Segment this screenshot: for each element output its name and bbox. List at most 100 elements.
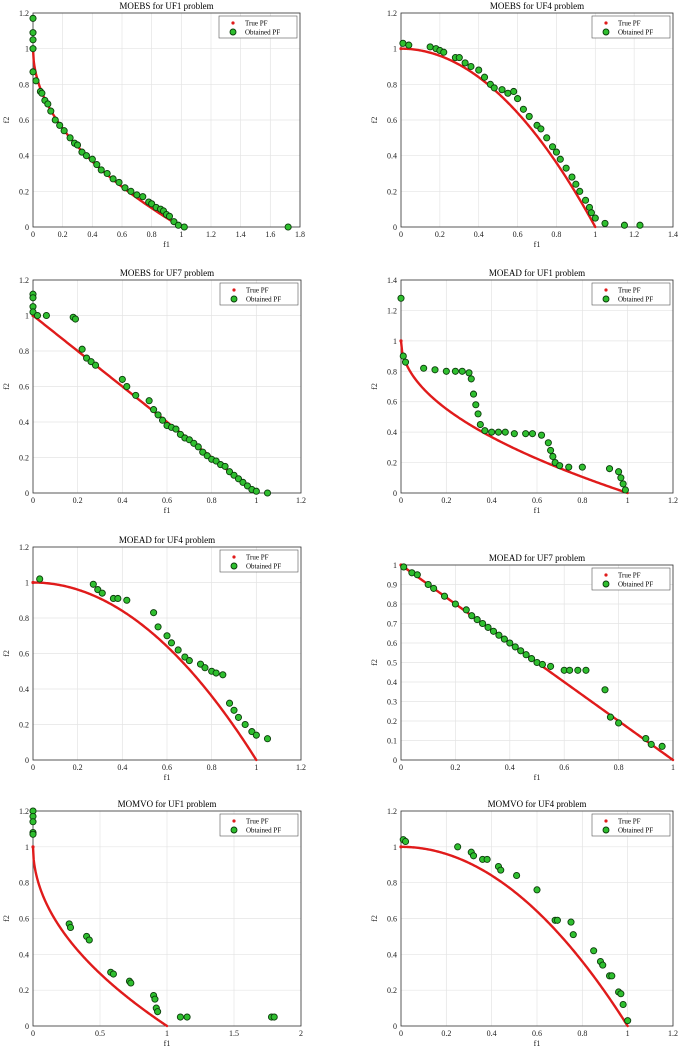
chart-panel-2: 0 0.2 0.4 0.6 0.8 1 1.2 1.4 0 0.2 0.4 0.6 0.8 1 1.2 MOE… (370, 1, 678, 249)
y-tick-label: 1.2 (387, 9, 397, 18)
x-tick-label: 1 (179, 230, 183, 239)
y-tick-label: 0.6 (387, 915, 397, 924)
obtained-pf-point (620, 221, 628, 229)
x-tick-label: 1 (254, 496, 258, 505)
legend-true-label: True PF (618, 287, 641, 295)
y-axis-label: f2 (2, 117, 11, 124)
obtained-pf-point (587, 209, 595, 217)
obtained-pf-point (497, 866, 505, 874)
x-tick-label: 0.2 (441, 1029, 451, 1038)
y-tick-label: 0.2 (387, 986, 397, 995)
obtained-pf-point (121, 184, 129, 192)
legend-obtained-marker (230, 562, 238, 570)
obtained-pf-point (451, 600, 459, 608)
legend-box (591, 15, 671, 39)
obtained-pf-point (479, 619, 487, 628)
obtained-pf-point (29, 818, 37, 826)
obtained-pf-point (167, 639, 176, 647)
obtained-pf-point (400, 563, 408, 571)
axes-frame (400, 279, 674, 494)
obtained-pf-point (475, 66, 483, 74)
chart-panel-6: 0 0.2 0.4 0.6 0.8 1 0 0.1 0.2 0.3 0.4 0.5 0.6 0.7 0.8 0… (370, 553, 675, 782)
y-tick-label: 1 (25, 45, 29, 54)
legend-obtained-marker (229, 28, 237, 36)
obtained-pf-point (29, 68, 37, 76)
y-tick-label: 0 (25, 1022, 29, 1031)
obtained-pf-point (480, 73, 489, 81)
y-tick-label: 0.2 (19, 986, 29, 995)
obtained-pf-point (501, 428, 509, 436)
obtained-pf-point (263, 489, 272, 497)
y-tick-label: 1.4 (387, 276, 397, 285)
true-pf-curve (399, 845, 629, 1028)
obtained-pf-point (89, 580, 97, 588)
obtained-pf-point (548, 143, 557, 151)
obtained-pf-point (221, 462, 229, 470)
x-tick-label: 0 (31, 230, 35, 239)
x-tick-label: 1.2 (296, 496, 306, 505)
obtained-pf-point (500, 635, 508, 643)
obtained-pf-point (109, 970, 117, 978)
obtained-pf-point (494, 428, 503, 436)
chart-title: MOEBS for UF4 problem (490, 1, 584, 11)
legend-true-marker (232, 819, 236, 823)
obtained-pf-point (642, 735, 650, 743)
obtained-pf-point (201, 664, 209, 672)
obtained-pf-point (619, 480, 627, 488)
y-tick-label: 0.2 (19, 721, 29, 730)
x-tick-label: 0.8 (577, 496, 587, 505)
y-tick-label: 0.4 (387, 428, 397, 437)
x-axis-label: f1 (534, 773, 541, 782)
y-tick-label: 0 (393, 223, 397, 232)
x-tick-label: 1 (626, 496, 630, 505)
legend-obtained-label: Obtained PF (618, 296, 653, 304)
y-tick-label: 1 (25, 579, 29, 588)
obtained-pf-point (566, 666, 574, 674)
obtained-pf-point (510, 87, 518, 96)
y-tick-label: 0.6 (19, 915, 29, 924)
legend-true-label: True PF (246, 818, 269, 826)
obtained-pf-point (426, 43, 434, 51)
obtained-pf-point (565, 463, 573, 471)
legend-box (591, 567, 671, 591)
axes-frame (400, 810, 674, 1027)
x-tick-label: 1.2 (296, 763, 306, 772)
obtained-pf-point (230, 706, 238, 714)
obtained-pf-point (127, 187, 135, 195)
x-tick-label: 1 (626, 1029, 630, 1038)
obtained-pf-point (115, 178, 123, 186)
obtained-pf-point (517, 647, 525, 655)
true-pf-curve (31, 47, 183, 229)
y-tick-label: 0.8 (19, 614, 29, 623)
legend-true-marker (232, 555, 236, 559)
obtained-pf-point (543, 134, 551, 142)
chart-panel-4: 0 0.2 0.4 0.6 0.8 1 1.2 0 0.2 0.4 0.6 0.8 1 1.2 1.4 MOE… (370, 268, 678, 515)
y-tick-label: 0.4 (19, 950, 29, 959)
obtained-pf-point (172, 425, 180, 433)
chart-title: MOEBS for UF7 problem (120, 268, 214, 278)
legend-true-marker (604, 819, 608, 823)
x-axis-label: f1 (163, 240, 170, 249)
true-pf-curve (399, 339, 629, 495)
x-tick-label: 1 (254, 763, 258, 772)
obtained-pf-point (123, 596, 131, 604)
legend-true-label: True PF (246, 554, 269, 562)
obtained-pf-point (401, 358, 410, 366)
obtained-pf-point (176, 1013, 184, 1021)
obtained-pf-point (483, 855, 491, 863)
obtained-pf-point (163, 632, 171, 640)
y-axis-label: f2 (2, 915, 11, 922)
chart-title: MOMVO for UF4 problem (488, 799, 587, 809)
obtained-pf-point (578, 463, 586, 471)
x-tick-label: 0.5 (95, 1029, 105, 1038)
obtained-pf-point (29, 36, 37, 44)
x-tick-label: 1.4 (668, 230, 678, 239)
obtained-pf-point (458, 367, 466, 375)
obtained-pf-point (150, 406, 158, 414)
x-tick-label: 0.4 (117, 496, 127, 505)
obtained-pf-point (150, 609, 158, 617)
obtained-pf-point (29, 45, 37, 53)
obtained-pf-point (109, 175, 117, 183)
obtained-pf-point (498, 86, 506, 94)
